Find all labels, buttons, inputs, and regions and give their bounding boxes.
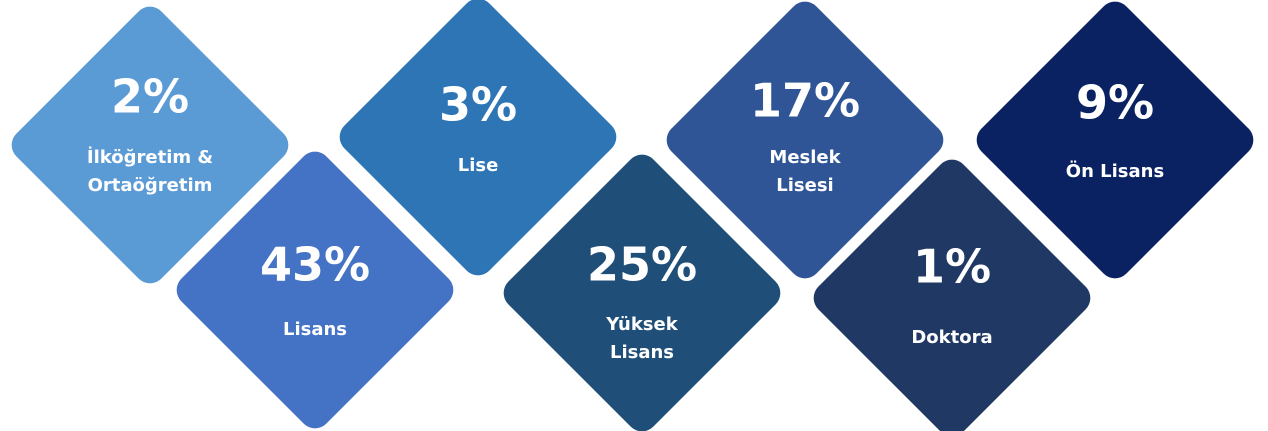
diamond-card: 25% Yüksek Lisans — [503, 154, 781, 431]
percentage: 1% — [913, 240, 991, 294]
category-label: Lise — [458, 155, 499, 176]
diamond-card: 3% Lise — [339, 0, 617, 276]
category-label: Lisesi — [776, 175, 833, 196]
category-label: Meslek — [769, 147, 841, 168]
percentage: 43% — [260, 238, 370, 292]
category-label: Lisans — [283, 319, 347, 340]
percentage: 2% — [111, 70, 189, 124]
diamond — [339, 0, 617, 276]
diamond-card: 43% Lisans — [176, 151, 454, 429]
category-label: Ortaöğretim — [88, 175, 213, 196]
diamond — [666, 1, 944, 279]
category-label: İlköğretim & — [87, 146, 213, 168]
diamond-card: 9% Ön Lisans — [976, 1, 1254, 279]
diamond — [176, 151, 454, 429]
category-label: Lisans — [610, 342, 674, 363]
percentage: 17% — [750, 74, 860, 128]
category-label: Doktora — [911, 327, 992, 348]
percentage: 25% — [587, 238, 697, 292]
diamond — [976, 1, 1254, 279]
diamond — [11, 6, 289, 284]
category-label: Yüksek — [605, 314, 678, 335]
percentage: 3% — [439, 78, 517, 132]
diamond-card: 1% Doktora — [813, 159, 1091, 431]
diamond — [813, 159, 1091, 431]
diamond-card: 2% İlköğretim & Ortaöğretim — [11, 6, 289, 284]
diamond-card: 17% Meslek Lisesi — [666, 1, 944, 279]
category-label: Ön Lisans — [1066, 160, 1164, 182]
percentage: 9% — [1076, 76, 1154, 130]
diamond — [503, 154, 781, 431]
